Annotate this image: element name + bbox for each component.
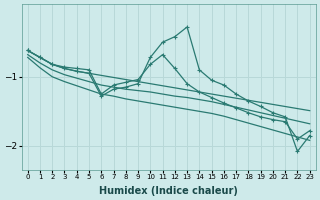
X-axis label: Humidex (Indice chaleur): Humidex (Indice chaleur) [99,186,238,196]
